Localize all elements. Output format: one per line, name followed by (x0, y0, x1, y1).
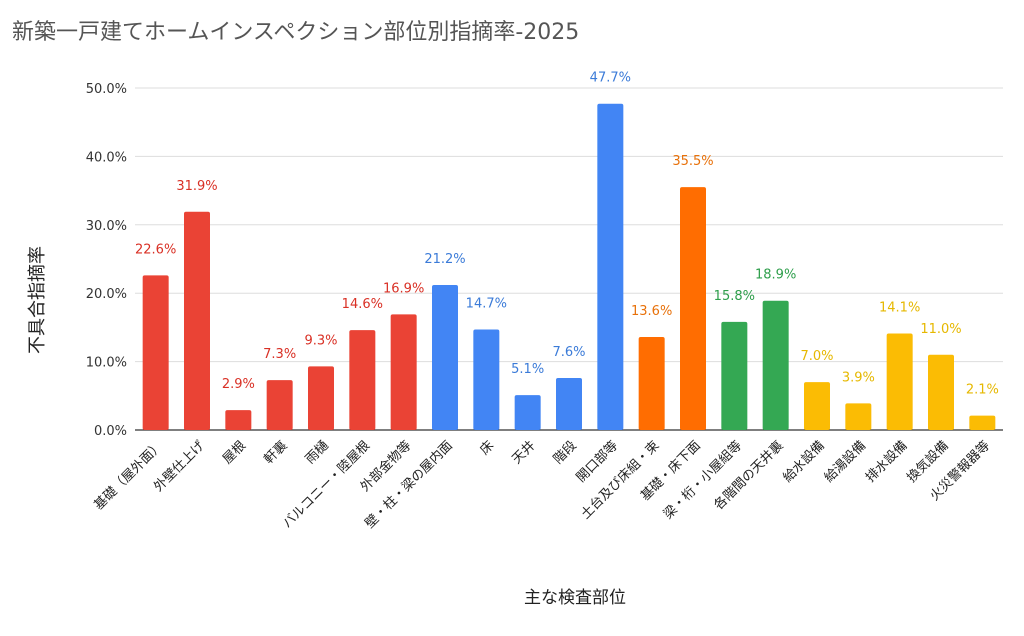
x-tick-label: 軒裏 (261, 438, 290, 467)
bar (142, 275, 169, 430)
x-tick-label: 給水設備 (780, 438, 828, 486)
bar (804, 382, 830, 430)
data-label: 21.2% (424, 252, 465, 267)
bar (638, 336, 665, 430)
chart-title: 新築一戸建てホームインスペクション部位別指摘率-2025 (12, 20, 580, 45)
x-tick-label: 雨樋 (302, 438, 332, 468)
data-label: 35.5% (672, 154, 713, 169)
bar (349, 330, 376, 430)
bar (432, 284, 458, 430)
data-label: 7.0% (800, 349, 833, 364)
data-label: 15.8% (714, 289, 755, 304)
data-label: 2.9% (222, 377, 255, 392)
data-label: 7.6% (552, 345, 585, 360)
data-label: 18.9% (755, 268, 796, 283)
data-label: 22.6% (135, 242, 176, 257)
y-tick-label: 40.0% (86, 150, 127, 165)
bar (514, 395, 541, 430)
data-label: 3.9% (842, 370, 875, 385)
y-tick-label: 0.0% (94, 424, 127, 439)
bar (597, 103, 624, 431)
x-tick-label: 床 (477, 438, 497, 458)
bar (886, 333, 913, 430)
x-tick-label: 天井 (509, 438, 538, 467)
bar (473, 329, 500, 430)
bar (680, 187, 706, 430)
bar (969, 415, 996, 430)
bar (845, 403, 872, 430)
y-tick-label: 30.0% (86, 219, 127, 234)
y-tick-label: 20.0% (86, 287, 127, 302)
x-tick-label: 基礎（屋外面） (92, 438, 167, 513)
data-label: 31.9% (176, 179, 217, 194)
data-label: 14.7% (466, 296, 507, 311)
data-label: 7.3% (263, 347, 296, 362)
bar (556, 378, 582, 430)
x-tick-label: 各階間の天井裏 (711, 438, 787, 514)
bar (721, 321, 748, 430)
x-tick-label: 梁・桁・小屋組等 (660, 438, 745, 523)
x-tick-label: 階段 (551, 438, 580, 467)
data-label: 2.1% (966, 383, 999, 398)
data-label: 14.1% (879, 301, 920, 316)
bar (928, 354, 954, 430)
x-axis-label: 主な検査部位 (524, 588, 626, 608)
bar (390, 314, 417, 430)
bar (225, 410, 252, 430)
data-label: 9.3% (304, 333, 337, 348)
y-tick-label: 50.0% (86, 82, 127, 97)
data-label: 11.0% (920, 322, 961, 337)
data-label: 16.9% (383, 281, 424, 296)
bar (762, 300, 789, 430)
x-tick-label: 給湯設備 (821, 438, 869, 486)
y-tick-label: 10.0% (86, 356, 127, 371)
x-tick-label: 排水設備 (862, 438, 910, 486)
bar (308, 366, 334, 430)
bar (266, 380, 293, 430)
data-label: 13.6% (631, 304, 672, 319)
data-label: 5.1% (511, 362, 544, 377)
x-tick-label: 屋根 (220, 438, 249, 467)
data-label: 14.6% (342, 297, 383, 312)
data-label: 47.7% (590, 71, 631, 86)
bar (184, 211, 210, 430)
